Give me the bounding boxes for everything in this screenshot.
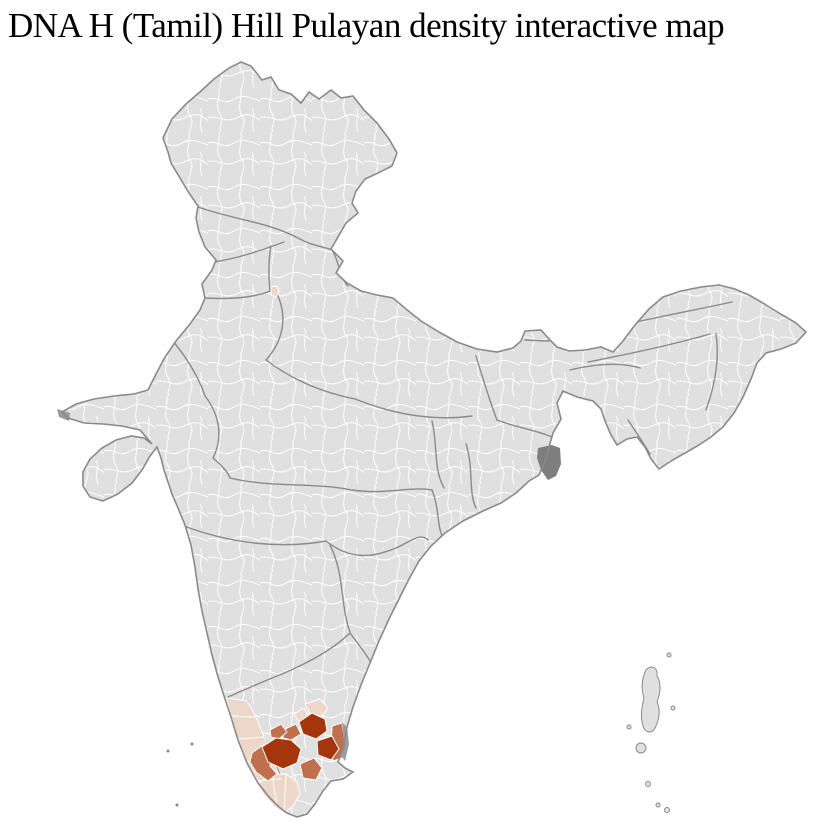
east-coast-shadow xyxy=(342,722,349,761)
district-medium-5[interactable] xyxy=(269,723,288,740)
page-title: DNA H (Tamil) Hill Pulayan density inter… xyxy=(8,6,725,45)
high-density-districts[interactable] xyxy=(261,712,340,770)
district-medium-4[interactable] xyxy=(299,757,323,781)
district-high-2[interactable] xyxy=(298,712,328,740)
sundarbans-patch xyxy=(537,445,561,480)
district-low-capital-dot[interactable] xyxy=(270,285,280,298)
district-medium-2[interactable] xyxy=(282,723,302,741)
kutch-creek-patch xyxy=(57,409,70,421)
district-high-3[interactable] xyxy=(316,735,340,761)
lakshadweep-islands xyxy=(166,742,194,807)
district-south-blob[interactable] xyxy=(257,773,301,814)
dark-terrain-patches xyxy=(57,409,561,761)
district-high-1[interactable] xyxy=(261,737,302,770)
district-low-1[interactable] xyxy=(304,698,329,717)
andaman-nicobar-islands xyxy=(626,652,676,813)
